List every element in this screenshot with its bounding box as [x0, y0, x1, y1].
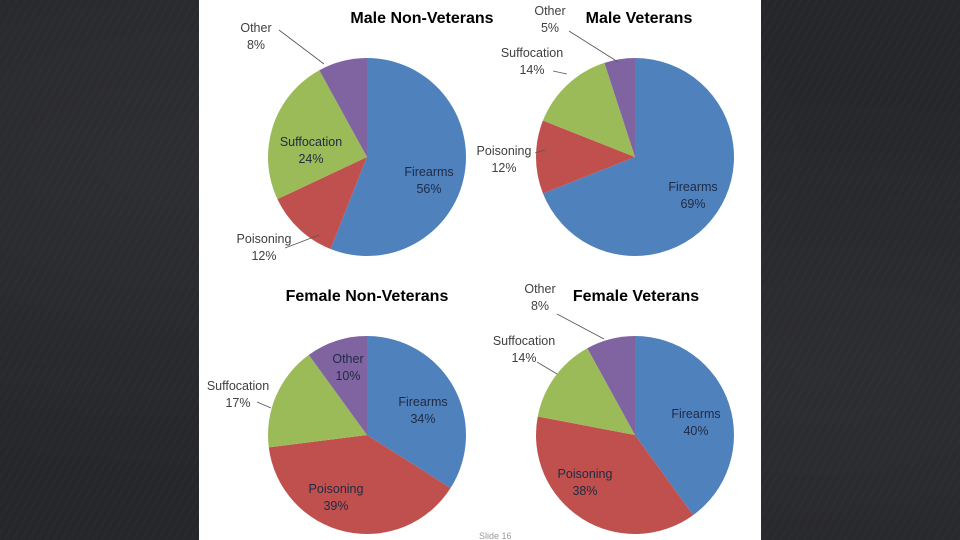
label-other: Other	[240, 21, 271, 35]
label-poisoning: Poisoning	[477, 144, 532, 158]
slice-poisoning	[268, 435, 451, 535]
chart-title: Male Veterans	[586, 10, 693, 27]
pie-chart-female-non-veterans: Female Non-Veterans Firearms 34% Poisoning 3…	[207, 288, 467, 535]
chart-title: Female Non-Veterans	[286, 288, 449, 305]
chart-title: Female Veterans	[573, 288, 699, 305]
value-suffocation: 24%	[298, 152, 323, 166]
pie-chart-male-veterans: Male Veterans Firearms 69% Poisoning 12% Suff…	[477, 4, 734, 257]
label-other: Other	[524, 282, 555, 296]
value-firearms: 56%	[416, 182, 441, 196]
leader-line-poisoning	[534, 149, 546, 154]
value-poisoning: 38%	[572, 484, 597, 498]
slice-suffocation	[268, 70, 367, 200]
value-poisoning: 12%	[251, 249, 276, 263]
value-other: 5%	[541, 21, 559, 35]
value-other: 8%	[247, 38, 265, 52]
label-suffocation: Suffocation	[501, 46, 563, 60]
slide: Male Non-Veterans Firearms 56% Poisoning 12%…	[199, 0, 761, 540]
pie-chart-male-non-veterans: Male Non-Veterans Firearms 56% Poisoning 12%…	[237, 10, 494, 263]
slice-other	[587, 336, 635, 435]
slice-firearms	[542, 58, 734, 257]
label-firearms: Firearms	[671, 407, 720, 421]
slice-firearms	[330, 58, 466, 256]
chart-title: Male Non-Veterans	[350, 10, 493, 27]
leader-line-suffocation	[256, 401, 272, 409]
pie-chart-female-veterans: Female Veterans Firearms 40% Poisoning 38% Su…	[493, 282, 734, 534]
slice-poisoning	[277, 157, 367, 250]
leader-line-other	[568, 30, 619, 63]
value-poisoning: 39%	[323, 499, 348, 513]
leader-line-suffocation	[552, 70, 568, 75]
value-suffocation: 14%	[519, 63, 544, 77]
value-firearms: 40%	[683, 424, 708, 438]
slice-other	[319, 58, 367, 157]
label-firearms: Firearms	[668, 180, 717, 194]
pie-charts: Male Non-Veterans Firearms 56% Poisoning 12%…	[207, 4, 734, 535]
label-poisoning: Poisoning	[237, 232, 292, 246]
slice-poisoning	[535, 120, 635, 194]
slice-suffocation	[537, 348, 635, 435]
label-other: Other	[534, 4, 565, 18]
value-poisoning: 12%	[491, 161, 516, 175]
value-firearms: 69%	[680, 197, 705, 211]
label-suffocation: Suffocation	[207, 379, 269, 393]
label-suffocation: Suffocation	[280, 135, 342, 149]
label-firearms: Firearms	[398, 395, 447, 409]
slice-other	[308, 336, 367, 435]
leader-line-other	[278, 29, 325, 65]
label-poisoning: Poisoning	[309, 482, 364, 496]
label-poisoning: Poisoning	[558, 467, 613, 481]
leader-line-poisoning	[284, 234, 320, 249]
value-other: 10%	[335, 369, 360, 383]
slice-firearms	[367, 336, 467, 489]
slice-firearms	[635, 336, 734, 516]
value-firearms: 34%	[410, 412, 435, 426]
label-other: Other	[332, 352, 363, 366]
value-other: 8%	[531, 299, 549, 313]
leader-line-suffocation	[536, 361, 558, 375]
slice-suffocation	[267, 354, 367, 448]
value-suffocation: 17%	[225, 396, 250, 410]
label-firearms: Firearms	[404, 165, 453, 179]
slide-footer: Slide 16	[479, 531, 512, 540]
slice-other	[604, 58, 635, 157]
value-suffocation: 14%	[511, 351, 536, 365]
leader-line-other	[556, 313, 605, 340]
slice-poisoning	[535, 416, 694, 534]
label-suffocation: Suffocation	[493, 334, 555, 348]
slice-suffocation	[542, 62, 635, 157]
